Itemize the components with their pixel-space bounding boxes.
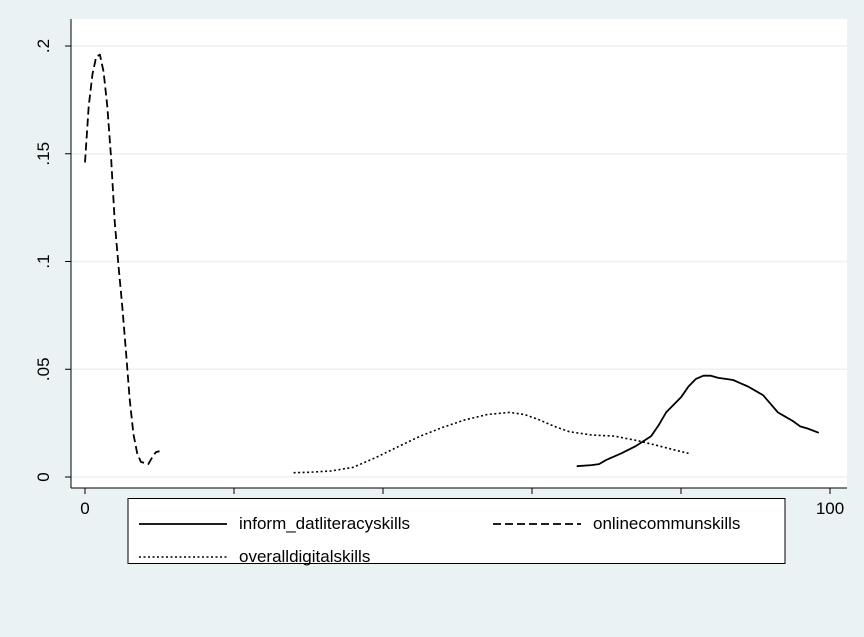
legend-label-2: overalldigitalskills	[239, 547, 370, 566]
y-tick-label-1: .05	[34, 357, 53, 381]
x-tick-label-5: 100	[816, 499, 844, 518]
y-tick-label-4: .2	[34, 39, 53, 53]
series-line-onlinecommunskills	[84, 53, 160, 465]
y-tick-label-2: .1	[34, 254, 53, 268]
y-tick-label-3: .15	[34, 142, 53, 166]
plot-area	[71, 19, 847, 488]
legend-label-0: inform_datliteracyskills	[239, 514, 410, 533]
legend-box	[127, 498, 786, 564]
series-line-inform_datliteracyskills	[576, 374, 820, 468]
legend-label-1: onlinecommunskills	[593, 514, 740, 533]
series-line-overalldigitalskills	[293, 411, 689, 474]
x-tick-label-0: 0	[80, 499, 89, 518]
y-tick-label-0: 0	[34, 472, 53, 481]
